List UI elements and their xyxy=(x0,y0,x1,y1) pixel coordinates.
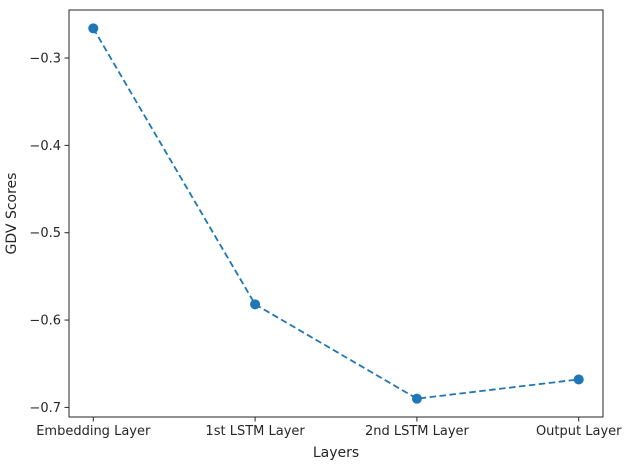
x-axis-label: Layers xyxy=(313,445,359,461)
data-point xyxy=(88,23,99,34)
data-point xyxy=(411,393,422,404)
y-tick-label: −0.3 xyxy=(29,52,61,67)
data-point xyxy=(250,299,261,310)
x-tick-label: 2nd LSTM Layer xyxy=(365,424,470,439)
data-point xyxy=(573,374,584,385)
plot-border xyxy=(68,9,604,418)
data-line xyxy=(92,27,579,400)
y-tick-label: −0.7 xyxy=(29,401,61,416)
y-tick-label: −0.4 xyxy=(29,139,61,154)
y-axis-label: GDV Scores xyxy=(4,173,20,255)
x-tick-label: Embedding Layer xyxy=(36,424,151,439)
x-tick-label: 1st LSTM Layer xyxy=(205,424,305,439)
x-tick-label: Output Layer xyxy=(536,424,622,439)
y-tick-label: −0.6 xyxy=(29,314,61,329)
y-tick-label: −0.5 xyxy=(29,226,61,241)
